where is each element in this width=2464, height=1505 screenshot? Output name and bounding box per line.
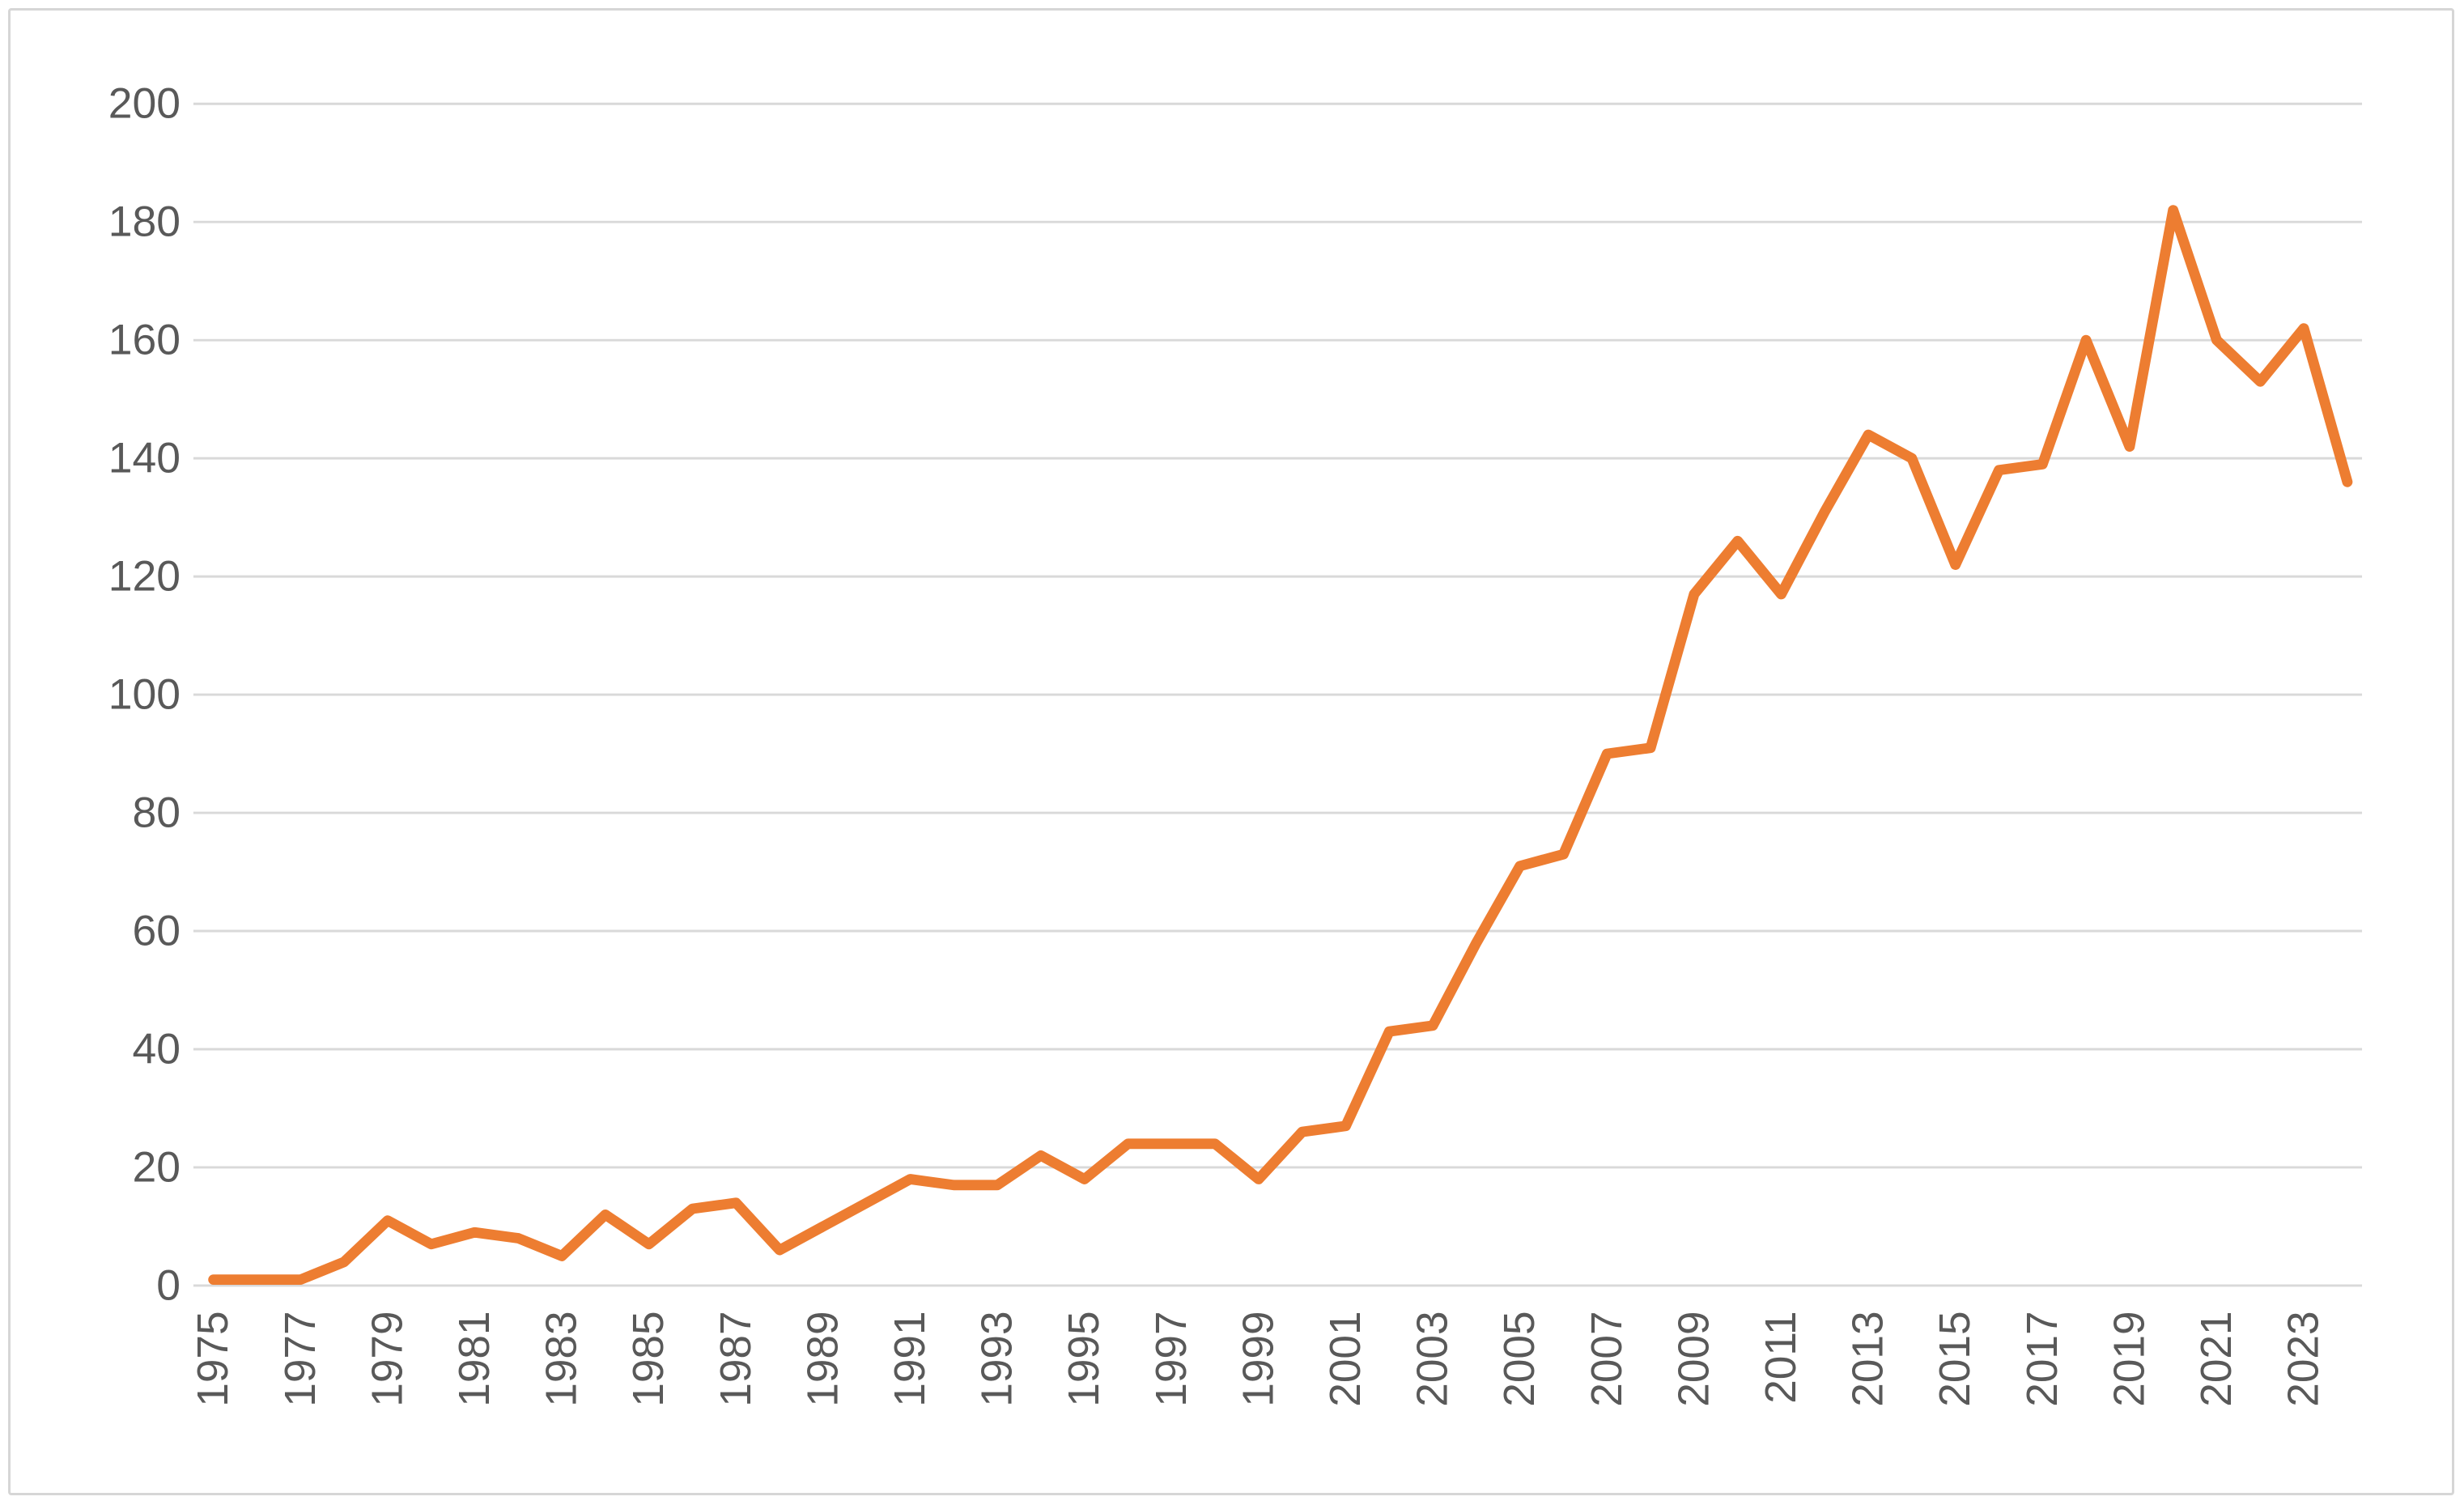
y-tick-label-120: 120	[108, 553, 181, 601]
y-tick-label-100: 100	[108, 671, 181, 719]
y-tick-label-0: 0	[156, 1262, 181, 1310]
x-tick-label-2007: 2007	[1583, 1311, 1631, 1406]
y-tick-label-40: 40	[133, 1026, 181, 1073]
y-tick-label-20: 20	[133, 1144, 181, 1192]
x-tick-label-1989: 1989	[799, 1311, 847, 1406]
x-tick-label-2009: 2009	[1670, 1311, 1718, 1406]
y-axis-labels: 0 20 40 60 80 100 120 140 160 180 200	[108, 80, 181, 1310]
series-group	[208, 205, 2353, 1286]
x-tick-label-2019: 2019	[2105, 1311, 2153, 1406]
x-tick-label-2015: 2015	[1931, 1311, 1979, 1406]
x-tick-label-2021: 2021	[2193, 1311, 2241, 1406]
x-tick-label-2011: 2011	[1757, 1311, 1805, 1403]
y-tick-label-80: 80	[133, 789, 181, 837]
y-tick-label-180: 180	[108, 198, 181, 246]
x-tick-label-2003: 2003	[1409, 1311, 1457, 1406]
y-tick-label-160: 160	[108, 317, 181, 364]
y-tick-label-200: 200	[108, 80, 181, 128]
chart-frame: 0 20 40 60 80 100 120 140 160 180 200 1975 1977 1979…	[8, 8, 2454, 1495]
x-tick-label-1997: 1997	[1148, 1311, 1196, 1406]
series-line-0	[208, 205, 2353, 1286]
x-tick-label-1993: 1993	[973, 1311, 1021, 1406]
x-tick-label-1985: 1985	[625, 1311, 673, 1406]
y-tick-label-60: 60	[133, 908, 181, 955]
x-tick-label-1983: 1983	[537, 1311, 585, 1406]
x-tick-label-2023: 2023	[2280, 1311, 2328, 1406]
x-tick-label-1979: 1979	[363, 1311, 411, 1406]
line-chart: 0 20 40 60 80 100 120 140 160 180 200 1975 1977 1979…	[108, 80, 2363, 1407]
x-tick-label-1991: 1991	[886, 1311, 934, 1406]
gridline-group	[193, 102, 2363, 1287]
x-tick-label-1975: 1975	[189, 1311, 237, 1406]
x-tick-label-2001: 2001	[1322, 1311, 1370, 1406]
x-tick-label-2013: 2013	[1845, 1311, 1893, 1406]
x-axis-labels: 1975 1977 1979 1981 1983 1985 1987 1989 1991 1993…	[189, 1311, 2328, 1406]
x-tick-label-1987: 1987	[712, 1311, 760, 1406]
y-tick-label-140: 140	[108, 435, 181, 483]
x-tick-label-1981: 1981	[451, 1311, 499, 1406]
x-tick-label-1977: 1977	[277, 1311, 325, 1406]
x-tick-label-2005: 2005	[1496, 1311, 1544, 1406]
x-tick-label-1995: 1995	[1060, 1311, 1108, 1406]
x-tick-label-2017: 2017	[2019, 1311, 2067, 1406]
x-tick-label-1999: 1999	[1234, 1311, 1282, 1406]
